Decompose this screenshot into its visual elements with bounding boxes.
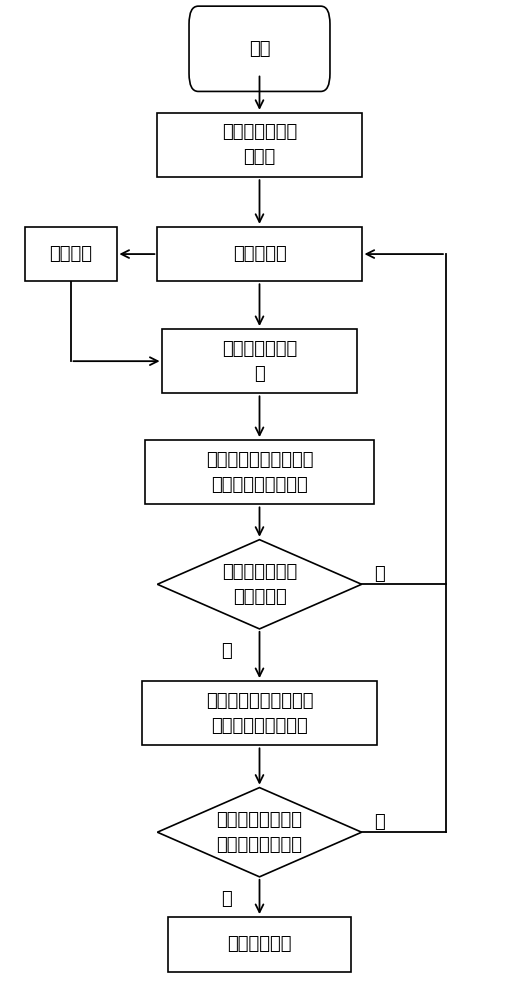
Text: 采用不同的更新率更新
前景部分和背景部分: 采用不同的更新率更新 前景部分和背景部分 — [206, 451, 313, 494]
Text: 否: 否 — [374, 813, 385, 831]
Text: 利用判别准则判断
是否发生火灾事件: 利用判别准则判断 是否发生火灾事件 — [216, 811, 303, 854]
Text: 获取该疑似静止物体的
动态特性及静态特性: 获取该疑似静止物体的 动态特性及静态特性 — [206, 692, 313, 735]
Text: 是: 是 — [221, 890, 231, 908]
FancyBboxPatch shape — [189, 6, 330, 91]
Text: 背景建模: 背景建模 — [49, 245, 92, 263]
FancyBboxPatch shape — [145, 440, 374, 504]
Polygon shape — [157, 788, 362, 877]
Text: 否: 否 — [374, 565, 385, 583]
Text: 火灾事件报警: 火灾事件报警 — [227, 935, 292, 953]
Text: 判断是否存在疑
似静止目标: 判断是否存在疑 似静止目标 — [222, 563, 297, 606]
FancyBboxPatch shape — [142, 681, 377, 745]
Text: 是: 是 — [221, 642, 231, 660]
FancyBboxPatch shape — [162, 329, 357, 393]
FancyBboxPatch shape — [157, 227, 362, 281]
Text: 获取高速公路隧
道视频: 获取高速公路隧 道视频 — [222, 123, 297, 166]
Polygon shape — [157, 540, 362, 629]
FancyBboxPatch shape — [168, 917, 351, 972]
Text: 提取前景目标图
像: 提取前景目标图 像 — [222, 340, 297, 383]
Text: 抽取帧图像: 抽取帧图像 — [233, 245, 286, 263]
FancyBboxPatch shape — [157, 113, 362, 177]
FancyBboxPatch shape — [24, 227, 116, 281]
Text: 开始: 开始 — [249, 40, 270, 58]
